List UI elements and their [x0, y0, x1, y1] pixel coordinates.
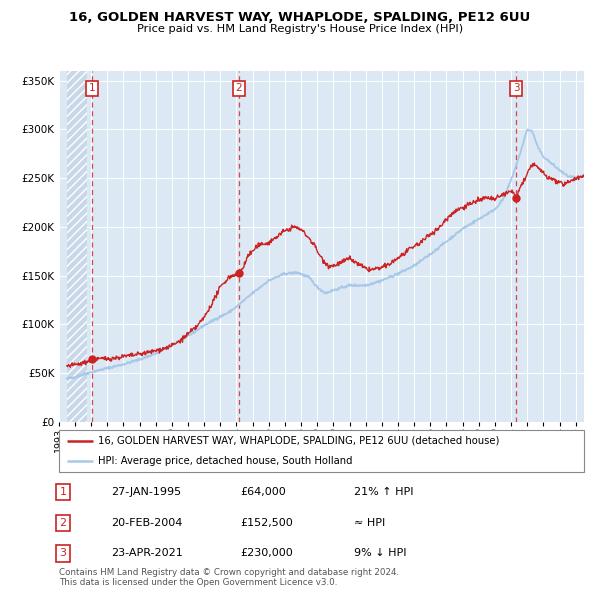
Text: 16, GOLDEN HARVEST WAY, WHAPLODE, SPALDING, PE12 6UU (detached house): 16, GOLDEN HARVEST WAY, WHAPLODE, SPALDI… [98, 436, 500, 446]
Text: 3: 3 [59, 549, 67, 558]
Text: 2: 2 [235, 83, 242, 93]
Text: 21% ↑ HPI: 21% ↑ HPI [354, 487, 413, 497]
Text: £230,000: £230,000 [240, 549, 293, 558]
Text: 20-FEB-2004: 20-FEB-2004 [111, 518, 182, 527]
Text: 9% ↓ HPI: 9% ↓ HPI [354, 549, 407, 558]
Text: £152,500: £152,500 [240, 518, 293, 527]
Text: 3: 3 [513, 83, 520, 93]
Text: ≈ HPI: ≈ HPI [354, 518, 385, 527]
Text: 1: 1 [59, 487, 67, 497]
Text: Price paid vs. HM Land Registry's House Price Index (HPI): Price paid vs. HM Land Registry's House … [137, 25, 463, 34]
FancyBboxPatch shape [59, 430, 584, 472]
Bar [67, 71, 87, 422]
Text: 23-APR-2021: 23-APR-2021 [111, 549, 183, 558]
Text: 1: 1 [89, 83, 95, 93]
Text: 2: 2 [59, 518, 67, 527]
Text: £64,000: £64,000 [240, 487, 286, 497]
Text: 16, GOLDEN HARVEST WAY, WHAPLODE, SPALDING, PE12 6UU: 16, GOLDEN HARVEST WAY, WHAPLODE, SPALDI… [70, 11, 530, 24]
Text: Contains HM Land Registry data © Crown copyright and database right 2024.: Contains HM Land Registry data © Crown c… [59, 568, 399, 577]
Text: This data is licensed under the Open Government Licence v3.0.: This data is licensed under the Open Gov… [59, 578, 337, 587]
Bar [67, 71, 87, 422]
Text: HPI: Average price, detached house, South Holland: HPI: Average price, detached house, Sout… [98, 457, 353, 466]
Text: 27-JAN-1995: 27-JAN-1995 [111, 487, 181, 497]
